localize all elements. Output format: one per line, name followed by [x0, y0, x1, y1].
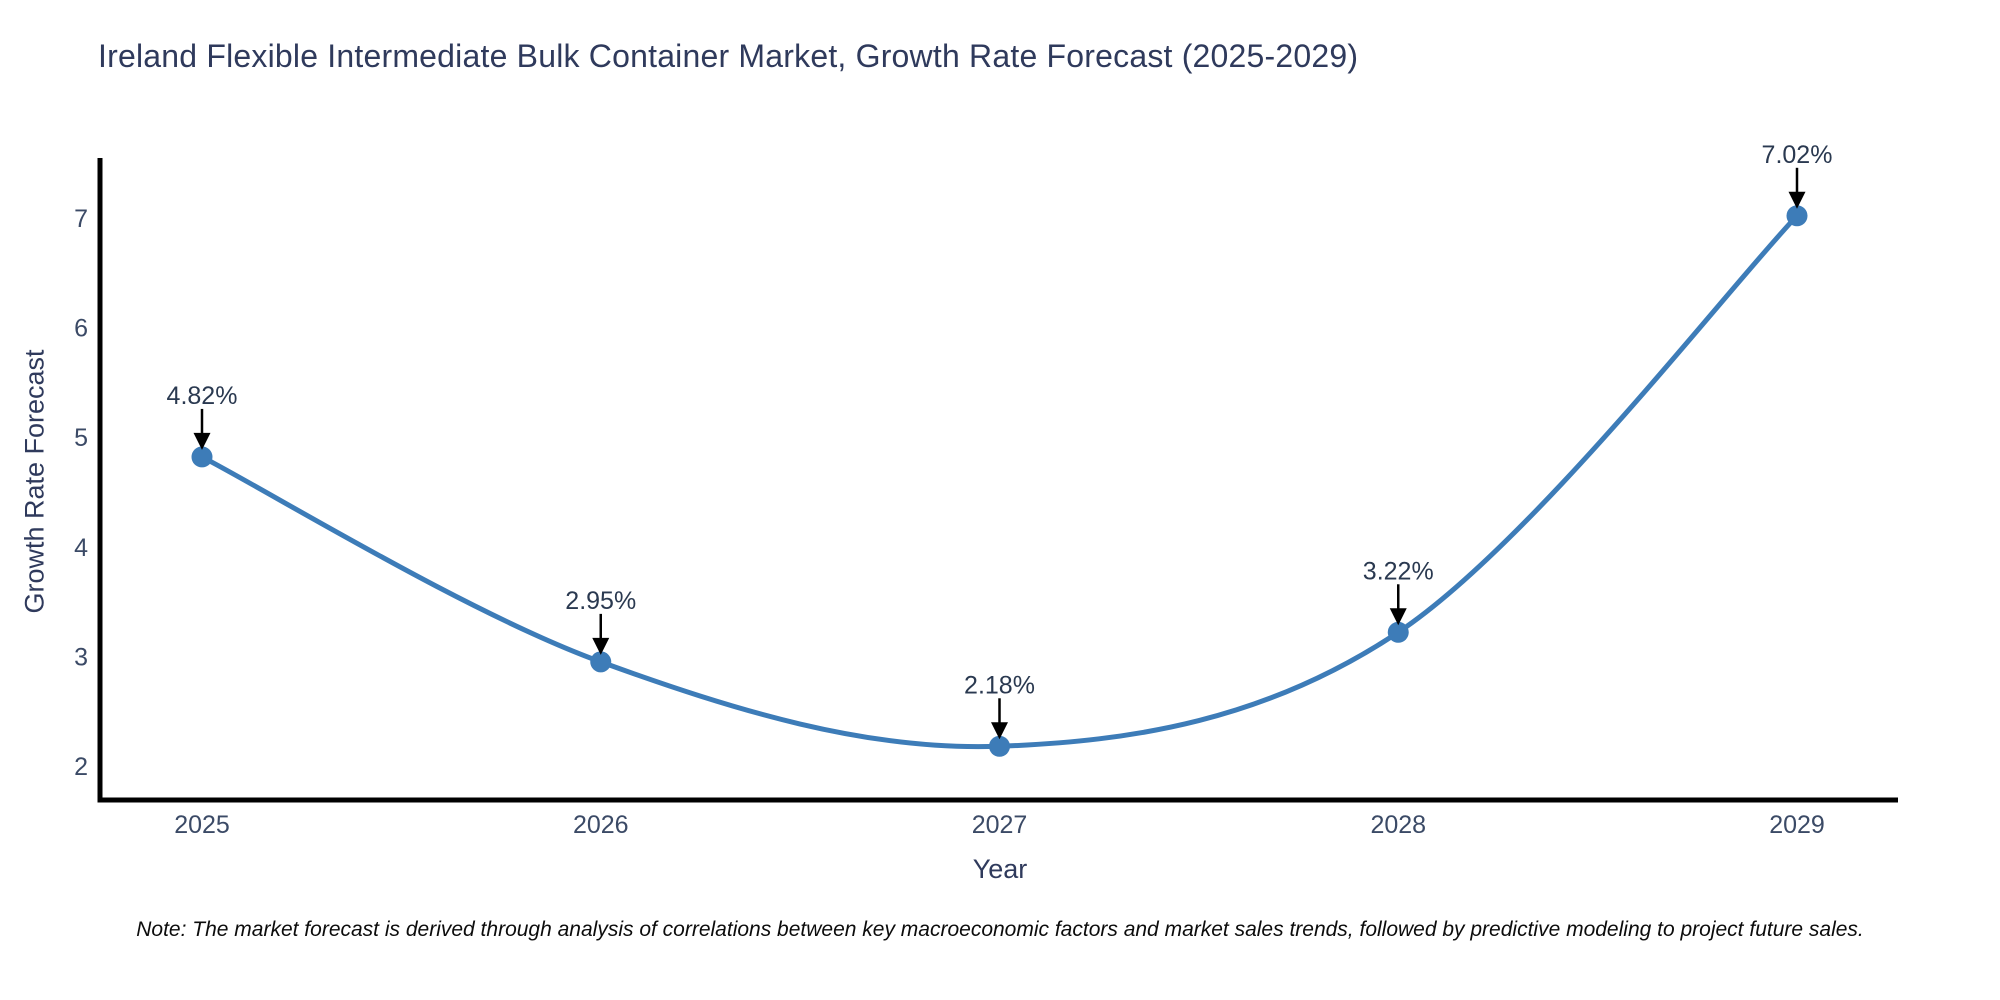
y-tick-label: 6 [74, 315, 88, 343]
data-point-marker [590, 651, 612, 673]
footnote: Note: The market forecast is derived thr… [136, 918, 1864, 941]
annotation-label: 2.95% [565, 587, 636, 615]
data-point-marker [1786, 205, 1808, 227]
x-tick-label: 2027 [972, 811, 1028, 839]
x-tick-label: 2029 [1769, 811, 1825, 839]
series-line [199, 213, 1800, 750]
data-point-marker [191, 446, 213, 468]
data-point-marker [989, 735, 1010, 757]
data-point-marker [1387, 621, 1409, 643]
annotation-arrowhead [1788, 191, 1806, 209]
y-tick-label: 2 [74, 753, 88, 781]
annotation-label: 2.18% [964, 671, 1035, 699]
annotation-arrowhead [1389, 608, 1407, 626]
annotation-arrowhead [193, 432, 211, 450]
y-tick-label: 3 [74, 643, 88, 671]
x-tick-label: 2025 [174, 811, 230, 839]
x-axis-title: Year [972, 854, 1028, 884]
annotation-label: 3.22% [1363, 557, 1434, 585]
x-tick-label: 2026 [573, 811, 629, 839]
y-tick-label: 4 [74, 534, 88, 562]
annotation-arrowhead [991, 722, 1008, 740]
y-tick-label: 7 [74, 205, 88, 233]
x-tick-label: 2028 [1370, 811, 1426, 839]
annotation-label: 7.02% [1762, 141, 1833, 169]
chart-title: Ireland Flexible Intermediate Bulk Conta… [98, 38, 1359, 74]
annotation-label: 4.82% [167, 382, 238, 410]
y-tick-label: 5 [74, 424, 88, 452]
annotation-arrowhead [592, 637, 610, 655]
